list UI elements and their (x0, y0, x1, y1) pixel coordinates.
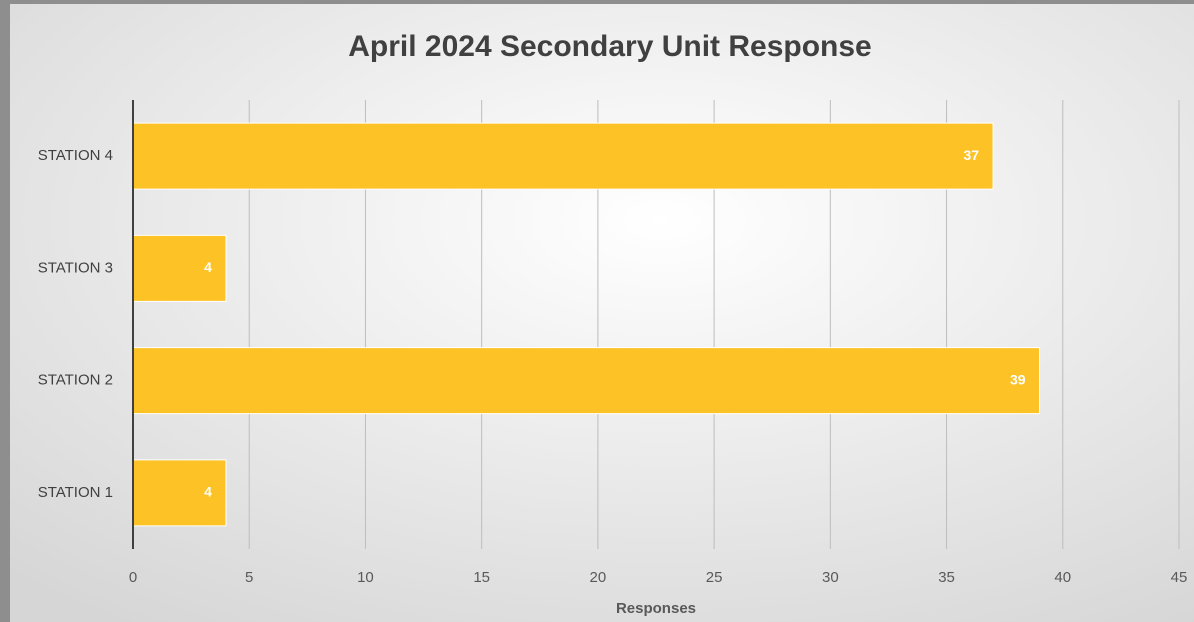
bar (132, 459, 227, 527)
x-tick-label: 25 (706, 569, 723, 586)
bar (132, 234, 227, 302)
y-tick-label: STATION 4 (38, 147, 113, 164)
x-tick-label: 10 (357, 569, 374, 586)
x-tick-label: 45 (1171, 569, 1188, 586)
x-tick-label: 0 (129, 569, 137, 586)
x-tick-label: 40 (1054, 569, 1071, 586)
chart-title: April 2024 Secondary Unit Response (348, 30, 872, 63)
x-tick-label: 35 (938, 569, 955, 586)
x-tick-label: 5 (245, 569, 253, 586)
y-tick-label: STATION 1 (38, 484, 113, 501)
x-tick-label: 15 (473, 569, 490, 586)
y-tick-label: STATION 2 (38, 372, 113, 389)
x-tick-label: 20 (590, 569, 607, 586)
chart-panel (10, 4, 1194, 622)
bar (132, 347, 1041, 415)
data-label: 4 (204, 484, 212, 500)
data-label: 4 (204, 259, 212, 275)
data-label: 39 (1010, 371, 1026, 387)
data-label: 37 (963, 147, 979, 163)
y-tick-label: STATION 3 (38, 259, 113, 276)
bar (132, 122, 994, 190)
x-tick-label: 30 (822, 569, 839, 586)
x-axis-label: Responses (616, 600, 696, 617)
